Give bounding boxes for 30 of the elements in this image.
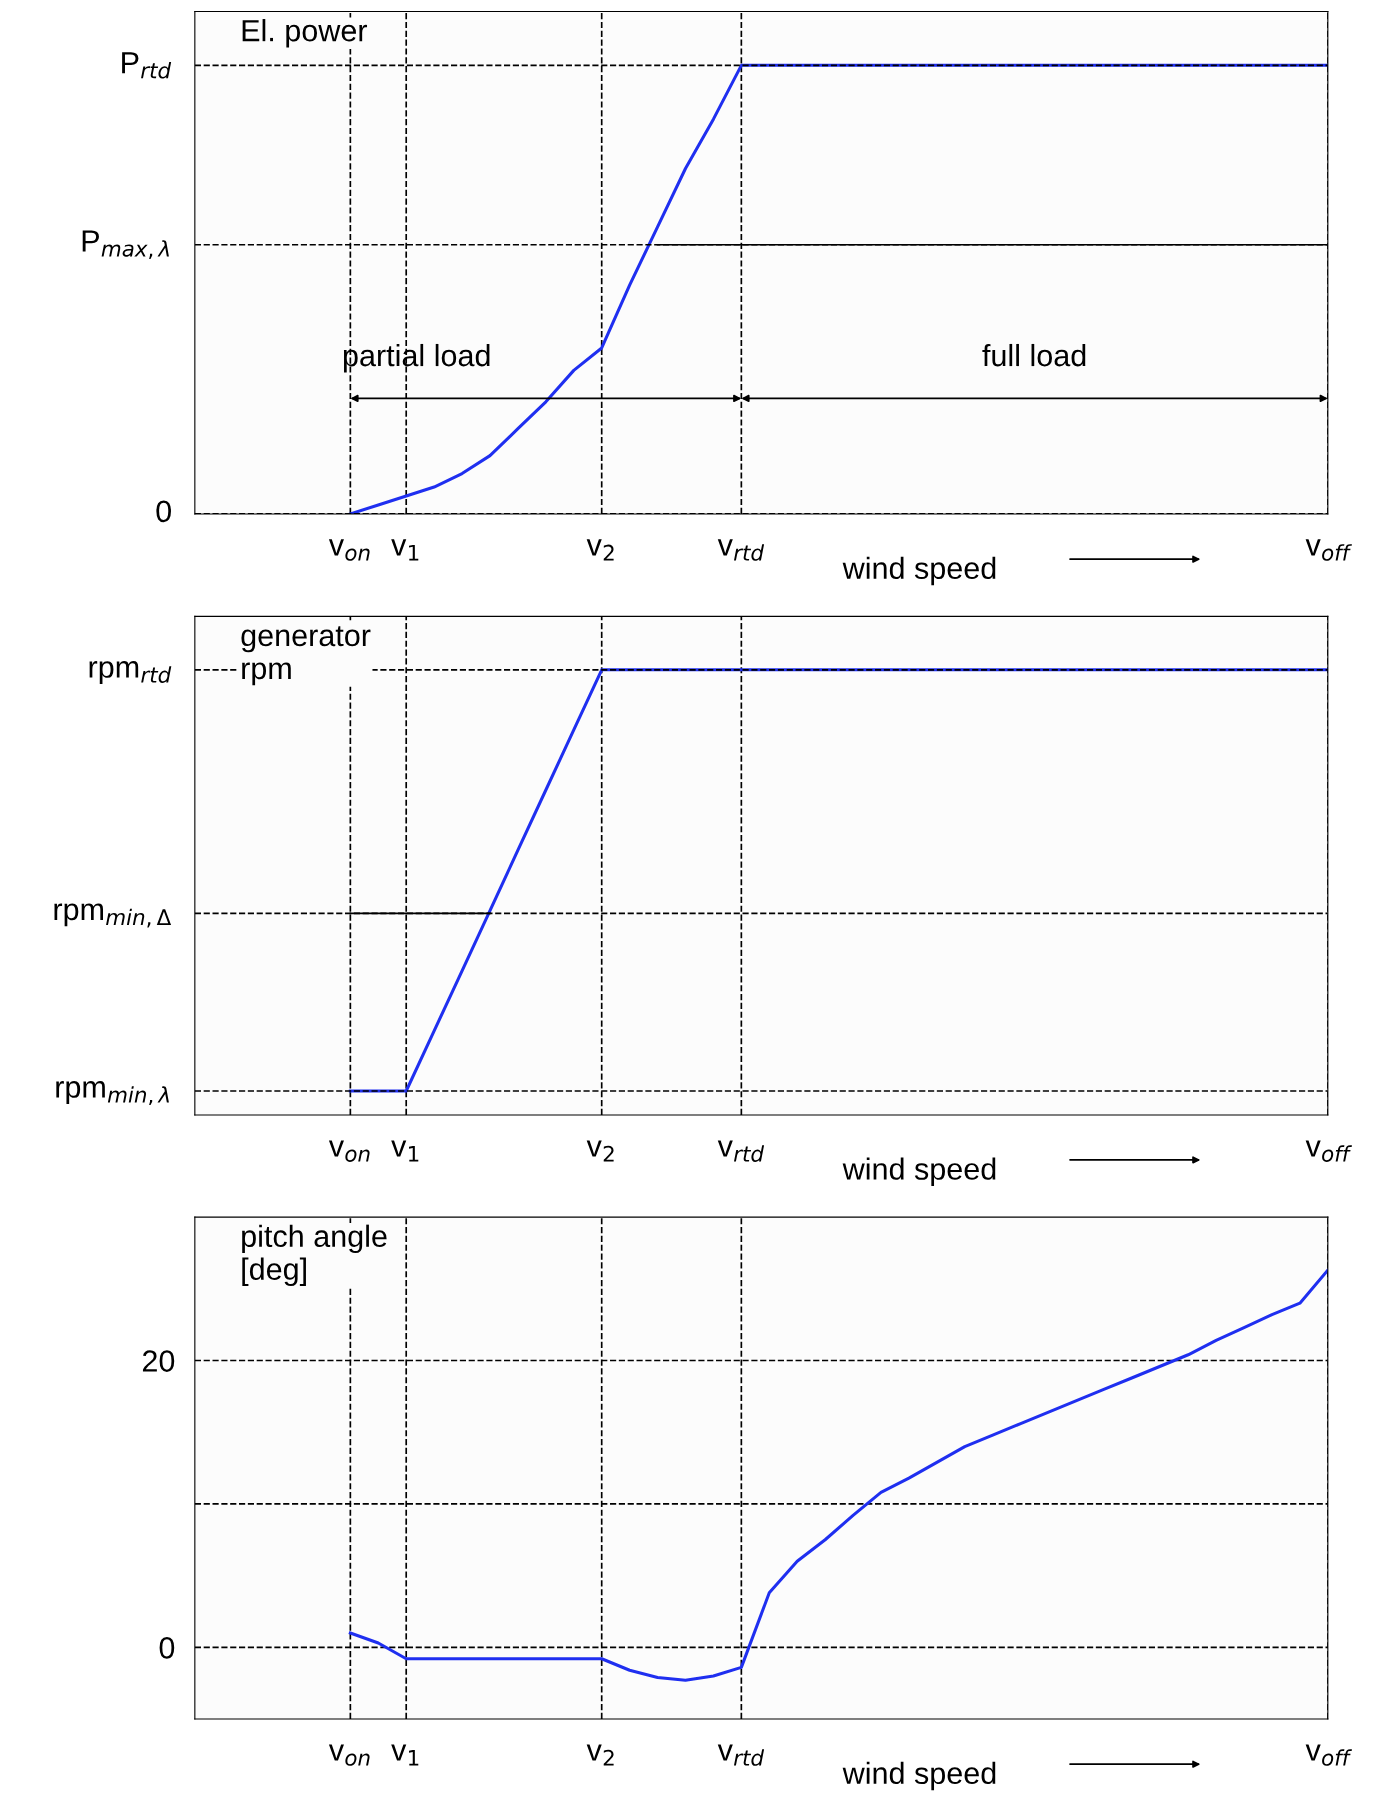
y-axis-title: El. power (242, 19, 368, 48)
ref-line-label: rpm$_{rtd}$ (89, 661, 172, 684)
x-tick-label: v$_{off}$ (1305, 1744, 1352, 1766)
x-tick-label: v$_{rtd}$ (717, 1744, 765, 1766)
x-axis-title: wind speed (842, 1157, 996, 1186)
x-tick-label: v$_{2}$ (586, 1140, 614, 1162)
x-tick-label: v$_{1}$ (391, 539, 419, 561)
x-tick-label: v$_{off}$ (1305, 539, 1352, 561)
y-axis-title: generator rpm (241, 626, 371, 686)
line-series (348, 1268, 1328, 1682)
x-tick-label: v$_{2}$ (586, 1744, 614, 1766)
x-tick-label: v$_{off}$ (1305, 1140, 1352, 1162)
x-tick-label: v$_{on}$ (328, 1140, 370, 1162)
annotation: partial load (343, 343, 490, 373)
x-axis-title: wind speed (842, 556, 996, 586)
x-tick-label: v$_{2}$ (586, 539, 614, 561)
ref-line-label: P$_{max,λ}$ (82, 230, 169, 259)
ref-line-label: rpm$_{min,λ}$ (56, 1081, 169, 1106)
annotation: full load (982, 343, 1086, 367)
x-tick-label: v$_{rtd}$ (717, 1140, 765, 1162)
x-tick-label: v$_{1}$ (391, 1140, 419, 1162)
y-tick-label: 20 (142, 1350, 175, 1372)
x-tick-label: v$_{on}$ (328, 539, 370, 561)
x-tick-label: v$_{on}$ (328, 1744, 370, 1766)
ref-line-label: rpm$_{min,Δ}$ (54, 903, 172, 928)
x-axis-title: wind speed (842, 1761, 996, 1791)
y-axis-title: pitch angle [deg] (242, 1224, 387, 1287)
ref-line-label: P$_{rtd}$ (122, 52, 172, 79)
x-tick-label: v$_{1}$ (391, 1744, 419, 1766)
x-tick-label: v$_{rtd}$ (717, 539, 765, 561)
